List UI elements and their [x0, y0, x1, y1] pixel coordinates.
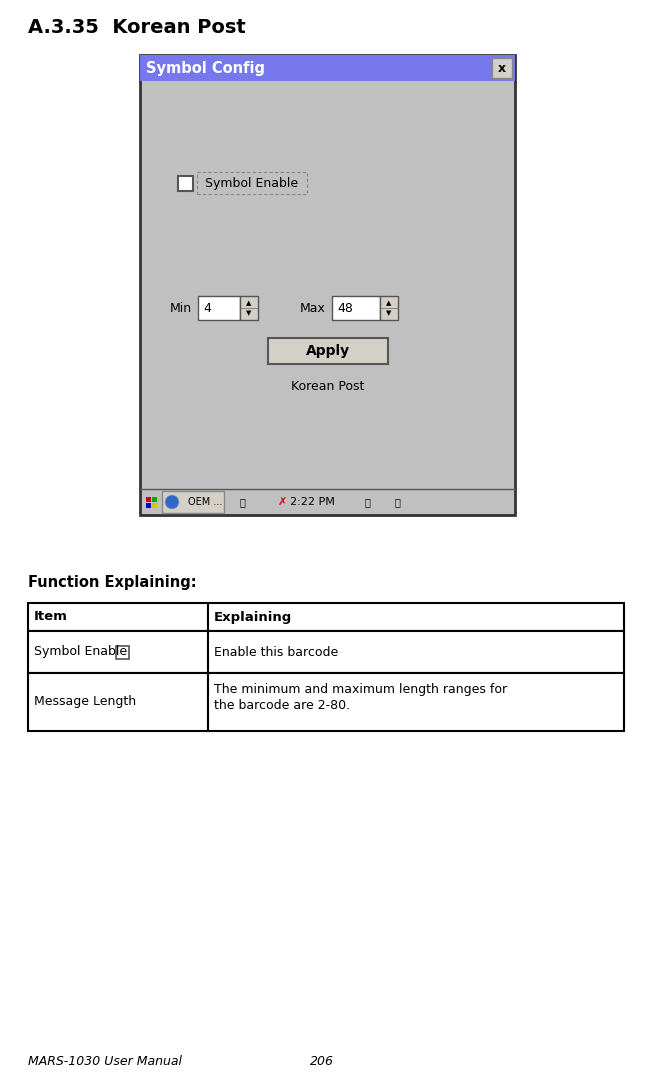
Text: Korean Post: Korean Post [291, 380, 364, 393]
Text: ▲: ▲ [387, 300, 392, 306]
Bar [152, 502, 157, 508]
Bar [152, 497, 157, 502]
Bar [197, 172, 307, 194]
Text: Enable this barcode: Enable this barcode [214, 646, 338, 659]
Text: ✗: ✗ [278, 497, 288, 507]
Text: Min: Min [170, 301, 192, 314]
Text: Symbol Enable: Symbol Enable [205, 176, 299, 189]
Bar [28, 672, 624, 731]
Text: Apply: Apply [305, 344, 349, 358]
Text: 206: 206 [310, 1054, 334, 1068]
Text: A.3.35  Korean Post: A.3.35 Korean Post [28, 18, 246, 37]
Bar [267, 338, 387, 364]
Text: 4: 4 [203, 301, 211, 314]
Bar [492, 58, 512, 77]
Bar [380, 296, 398, 320]
Text: Symbol Enable: Symbol Enable [34, 646, 127, 659]
Bar [162, 491, 224, 513]
Text: OEM ...: OEM ... [188, 497, 222, 507]
Bar [146, 497, 151, 502]
Text: ▼: ▼ [246, 310, 252, 316]
Text: 🌐: 🌐 [240, 497, 246, 507]
Bar [28, 603, 624, 631]
Text: x: x [498, 61, 506, 74]
Text: ▲: ▲ [246, 300, 252, 306]
Text: ▼: ▼ [387, 310, 392, 316]
Text: Function Explaining:: Function Explaining: [28, 575, 197, 590]
Text: Symbol Config: Symbol Config [146, 60, 265, 75]
Text: 🖨: 🖨 [395, 497, 401, 507]
Bar [240, 296, 258, 320]
Bar [28, 631, 624, 672]
Text: 📅: 📅 [365, 497, 371, 507]
Text: Explaining: Explaining [214, 610, 292, 623]
Bar [146, 502, 151, 508]
Bar [140, 55, 515, 515]
Bar [116, 646, 129, 659]
Text: MARS-1030 User Manual: MARS-1030 User Manual [28, 1054, 182, 1068]
Text: Item: Item [34, 610, 68, 623]
Text: the barcode are 2-80.: the barcode are 2-80. [214, 699, 350, 712]
Text: Max: Max [300, 301, 326, 314]
Circle shape [165, 495, 179, 509]
Bar [332, 296, 380, 320]
Text: 2:22 PM: 2:22 PM [290, 497, 335, 507]
Text: 48: 48 [337, 301, 353, 314]
Text: The minimum and maximum length ranges for: The minimum and maximum length ranges fo… [214, 683, 507, 696]
Bar [178, 176, 193, 192]
Bar [198, 296, 240, 320]
Bar [140, 55, 515, 81]
Text: Message Length: Message Length [34, 695, 136, 708]
